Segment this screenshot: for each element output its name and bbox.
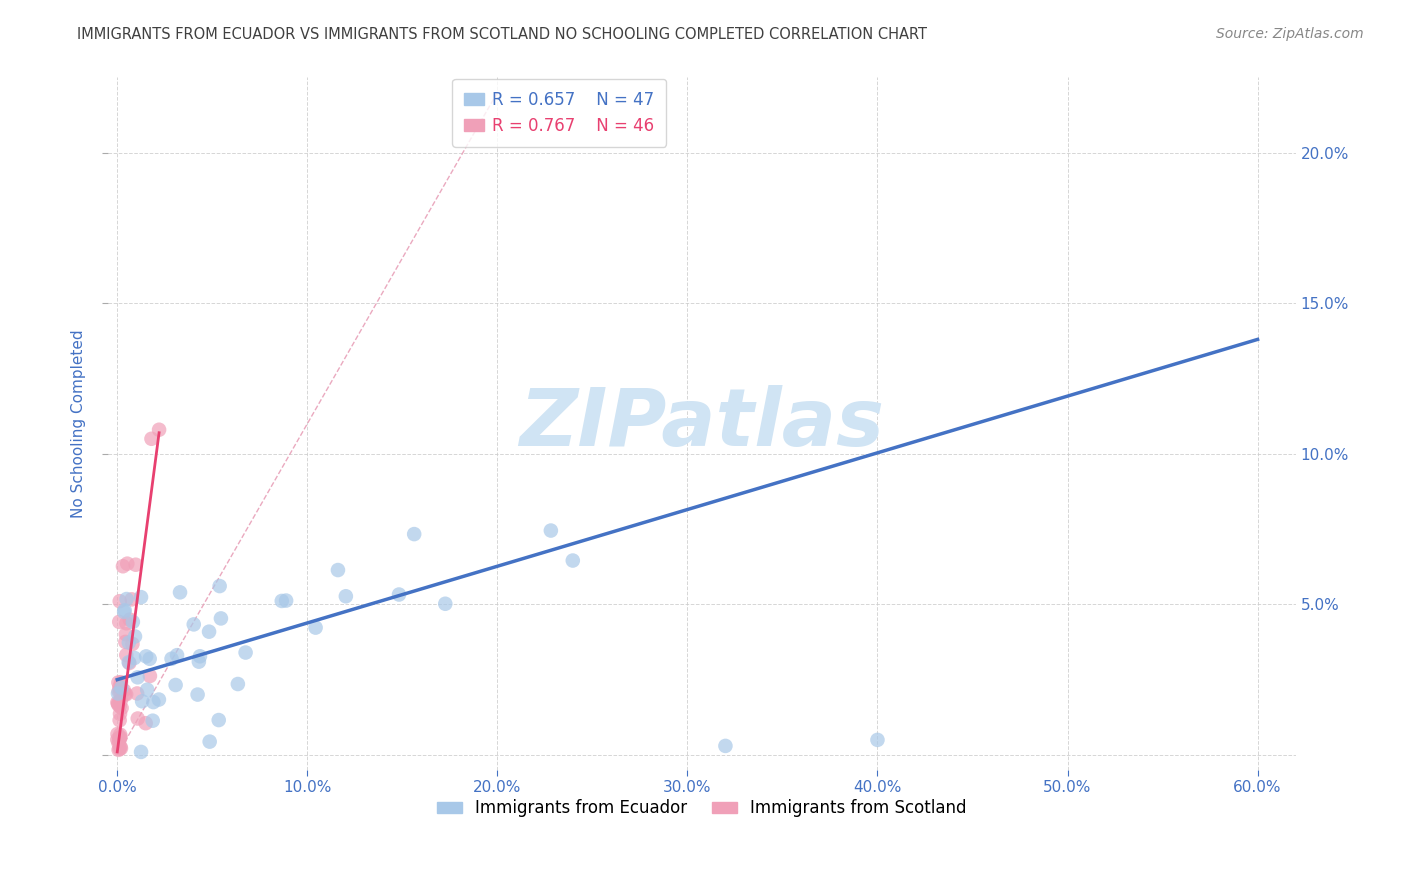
Point <box>121 615 143 629</box>
Point <box>118 635 141 649</box>
Point <box>112 605 135 619</box>
Text: IMMIGRANTS FROM ECUADOR VS IMMIGRANTS FROM SCOTLAND NO SCHOOLING COMPLETED CORRE: IMMIGRANTS FROM ECUADOR VS IMMIGRANTS FR… <box>77 27 928 42</box>
Point <box>169 585 191 599</box>
Point <box>110 684 132 698</box>
Point <box>125 558 148 572</box>
Point <box>141 432 163 446</box>
Point <box>108 731 131 745</box>
Point <box>326 563 349 577</box>
Point <box>135 649 157 664</box>
Point <box>129 590 152 604</box>
Point <box>114 603 136 617</box>
Point <box>139 669 162 683</box>
Point <box>208 579 231 593</box>
Point <box>121 592 143 607</box>
Point <box>198 624 221 639</box>
Point <box>108 733 131 747</box>
Point <box>110 741 132 756</box>
Point <box>115 648 138 662</box>
Point <box>270 594 292 608</box>
Point <box>110 681 132 695</box>
Point <box>165 678 187 692</box>
Point <box>183 617 205 632</box>
Point <box>108 741 131 756</box>
Point <box>136 682 159 697</box>
Point <box>187 688 209 702</box>
Point <box>160 651 183 665</box>
Point <box>561 553 583 567</box>
Point <box>108 713 131 727</box>
Point <box>135 716 157 731</box>
Point <box>114 635 136 649</box>
Y-axis label: No Schooling Completed: No Schooling Completed <box>72 329 86 518</box>
Point <box>114 687 136 701</box>
Point <box>107 727 129 741</box>
Point <box>107 743 129 757</box>
Point <box>208 713 231 727</box>
Point <box>107 698 129 712</box>
Point <box>714 739 737 753</box>
Point <box>107 684 129 698</box>
Point <box>121 637 143 651</box>
Point <box>114 627 136 641</box>
Point <box>107 696 129 710</box>
Point <box>118 613 141 627</box>
Point <box>110 739 132 754</box>
Text: Source: ZipAtlas.com: Source: ZipAtlas.com <box>1216 27 1364 41</box>
Point <box>166 648 188 663</box>
Point <box>148 423 170 437</box>
Point <box>105 732 128 747</box>
Point <box>127 686 149 700</box>
Point <box>434 597 457 611</box>
Point <box>107 686 129 700</box>
Point <box>108 594 131 608</box>
Point <box>107 696 129 710</box>
Point <box>111 559 134 574</box>
Point <box>107 736 129 750</box>
Point <box>142 714 165 728</box>
Point <box>388 588 411 602</box>
Point <box>108 698 131 713</box>
Point <box>124 629 146 643</box>
Point <box>198 734 221 748</box>
Point <box>118 655 141 669</box>
Point <box>110 728 132 742</box>
Point <box>127 712 149 726</box>
Point <box>124 651 146 665</box>
Point <box>209 611 232 625</box>
Point <box>304 621 326 635</box>
Point <box>108 680 131 694</box>
Point <box>131 694 153 708</box>
Point <box>148 692 170 706</box>
Point <box>115 616 138 631</box>
Point <box>107 675 129 690</box>
Point <box>118 656 141 670</box>
Point <box>188 649 211 664</box>
Point <box>110 701 132 715</box>
Point <box>110 731 132 745</box>
Point <box>226 677 249 691</box>
Point <box>115 592 138 607</box>
Point <box>108 706 131 721</box>
Text: ZIPatlas: ZIPatlas <box>519 384 884 463</box>
Point <box>115 687 138 701</box>
Point <box>235 646 257 660</box>
Point <box>127 670 149 684</box>
Point <box>866 732 889 747</box>
Point <box>117 557 139 571</box>
Point <box>129 745 152 759</box>
Point <box>274 593 297 607</box>
Point <box>110 693 132 707</box>
Point <box>187 655 209 669</box>
Point <box>112 683 135 698</box>
Point <box>335 589 357 603</box>
Point <box>142 695 165 709</box>
Point <box>404 527 426 541</box>
Point <box>110 675 132 690</box>
Point <box>138 652 160 666</box>
Point <box>540 524 562 538</box>
Legend: Immigrants from Ecuador, Immigrants from Scotland: Immigrants from Ecuador, Immigrants from… <box>430 793 973 824</box>
Point <box>108 615 131 629</box>
